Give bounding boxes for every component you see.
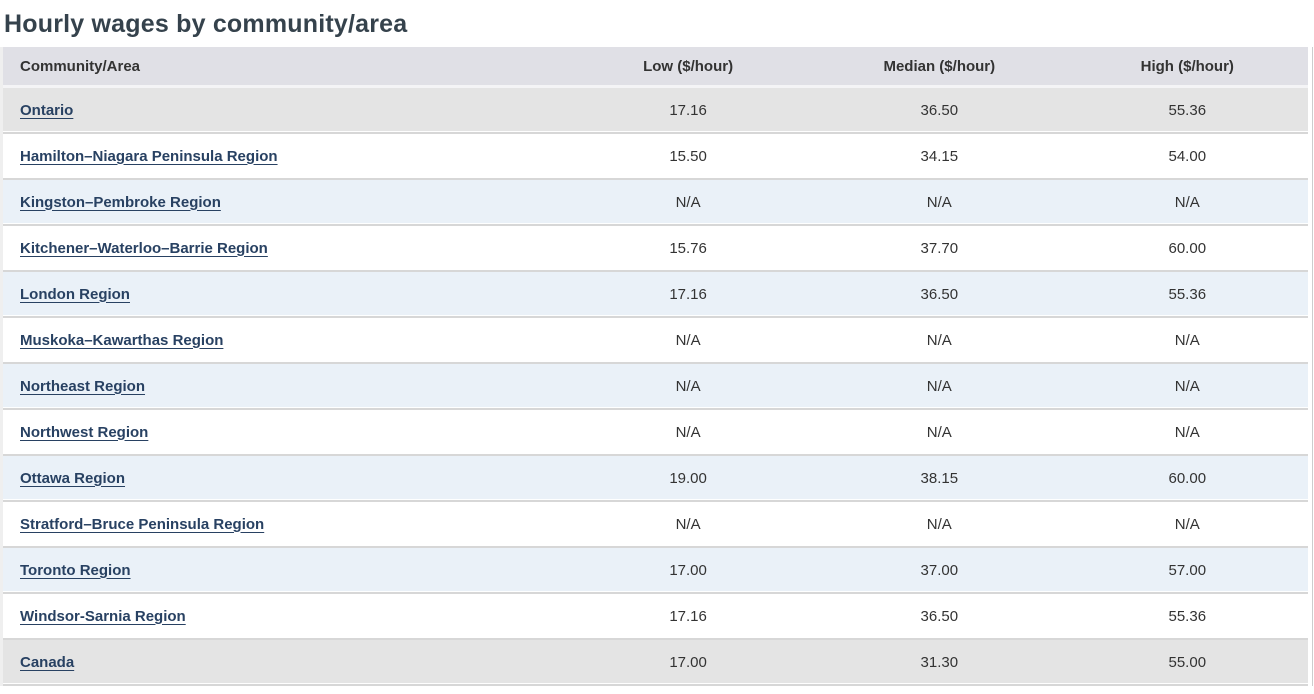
- region-link[interactable]: London Region: [20, 285, 130, 303]
- page-title: Hourly wages by community/area: [4, 10, 408, 38]
- table-row: Muskoka–Kawarthas Region N/A N/A N/A: [3, 317, 1308, 364]
- region-link[interactable]: Stratford–Bruce Peninsula Region: [20, 515, 265, 533]
- community-cell: Kitchener–Waterloo–Barrie Region: [3, 225, 565, 272]
- median-wage-cell: 37.00: [812, 547, 1067, 594]
- column-header-low: Low ($/hour): [564, 47, 813, 88]
- low-wage-cell: 17.00: [564, 639, 813, 686]
- low-wage-cell: 17.16: [564, 271, 813, 318]
- low-wage-cell: N/A: [564, 179, 813, 226]
- median-wage-cell: 31.30: [812, 639, 1067, 686]
- high-wage-cell: N/A: [1066, 409, 1308, 456]
- high-wage-cell: 60.00: [1066, 455, 1308, 502]
- community-cell: Toronto Region: [3, 547, 565, 594]
- community-cell: Hamilton–Niagara Peninsula Region: [3, 133, 565, 180]
- high-wage-cell: N/A: [1066, 363, 1308, 410]
- table-row: Hamilton–Niagara Peninsula Region 15.50 34…: [3, 133, 1308, 180]
- table-row: Northeast Region N/A N/A N/A: [3, 363, 1308, 410]
- table-row: Windsor-Sarnia Region 17.16 36.50 55.36: [3, 593, 1308, 640]
- region-link[interactable]: Northeast Region: [20, 377, 146, 395]
- median-wage-cell: 38.15: [812, 455, 1067, 502]
- region-link[interactable]: Toronto Region: [20, 561, 131, 579]
- median-wage-cell: N/A: [812, 179, 1067, 226]
- table-row: London Region 17.16 36.50 55.36: [3, 271, 1308, 318]
- high-wage-cell: N/A: [1066, 179, 1308, 226]
- region-link[interactable]: Windsor-Sarnia Region: [20, 607, 186, 625]
- median-wage-cell: N/A: [812, 409, 1067, 456]
- low-wage-cell: N/A: [564, 317, 813, 364]
- header-row: Community/Area Low ($/hour) Median ($/ho…: [3, 47, 1308, 88]
- region-link[interactable]: Northwest Region: [20, 423, 149, 441]
- community-cell: Northeast Region: [3, 363, 565, 410]
- median-wage-cell: 34.15: [812, 133, 1067, 180]
- high-wage-cell: 54.00: [1066, 133, 1308, 180]
- table-row: Canada 17.00 31.30 55.00: [3, 639, 1308, 686]
- region-link[interactable]: Muskoka–Kawarthas Region: [20, 331, 224, 349]
- community-cell: Kingston–Pembroke Region: [3, 179, 565, 226]
- region-link[interactable]: Kingston–Pembroke Region: [20, 193, 221, 211]
- column-header-high: High ($/hour): [1066, 47, 1308, 88]
- high-wage-cell: 55.36: [1066, 271, 1308, 318]
- high-wage-cell: 60.00: [1066, 225, 1308, 272]
- column-header-median: Median ($/hour): [812, 47, 1067, 88]
- community-cell: Stratford–Bruce Peninsula Region: [3, 501, 565, 548]
- low-wage-cell: 17.16: [564, 86, 813, 134]
- table-row: Kingston–Pembroke Region N/A N/A N/A: [3, 179, 1308, 226]
- community-cell: Ontario: [3, 86, 565, 134]
- region-link[interactable]: Hamilton–Niagara Peninsula Region: [20, 147, 278, 165]
- wages-table-container: Community/Area Low ($/hour) Median ($/ho…: [0, 47, 1308, 686]
- median-wage-cell: 37.70: [812, 225, 1067, 272]
- low-wage-cell: 15.76: [564, 225, 813, 272]
- median-wage-cell: N/A: [812, 363, 1067, 410]
- community-cell: Muskoka–Kawarthas Region: [3, 317, 565, 364]
- low-wage-cell: 17.16: [564, 593, 813, 640]
- region-link[interactable]: Kitchener–Waterloo–Barrie Region: [20, 239, 268, 257]
- high-wage-cell: 55.36: [1066, 86, 1308, 134]
- median-wage-cell: 36.50: [812, 593, 1067, 640]
- low-wage-cell: 17.00: [564, 547, 813, 594]
- table-row: Toronto Region 17.00 37.00 57.00: [3, 547, 1308, 594]
- table-row: Kitchener–Waterloo–Barrie Region 15.76 37.…: [3, 225, 1308, 272]
- table-row: Ontario 17.16 36.50 55.36: [3, 86, 1308, 134]
- high-wage-cell: 55.00: [1066, 639, 1308, 686]
- median-wage-cell: N/A: [812, 317, 1067, 364]
- median-wage-cell: N/A: [812, 501, 1067, 548]
- table-row: Northwest Region N/A N/A N/A: [3, 409, 1308, 456]
- column-header-community: Community/Area: [3, 47, 565, 88]
- low-wage-cell: 15.50: [564, 133, 813, 180]
- median-wage-cell: 36.50: [812, 86, 1067, 134]
- wages-table-body: Ontario 17.16 36.50 55.36 Hamilton–Niagara P…: [3, 86, 1308, 686]
- region-link[interactable]: Canada: [20, 653, 75, 671]
- high-wage-cell: N/A: [1066, 317, 1308, 364]
- median-wage-cell: 36.50: [812, 271, 1067, 318]
- high-wage-cell: 57.00: [1066, 547, 1308, 594]
- community-cell: Ottawa Region: [3, 455, 565, 502]
- community-cell: Windsor-Sarnia Region: [3, 593, 565, 640]
- community-cell: Northwest Region: [3, 409, 565, 456]
- low-wage-cell: N/A: [564, 363, 813, 410]
- wages-table-header: Community/Area Low ($/hour) Median ($/ho…: [3, 47, 1308, 88]
- community-cell: London Region: [3, 271, 565, 318]
- low-wage-cell: N/A: [564, 409, 813, 456]
- low-wage-cell: N/A: [564, 501, 813, 548]
- region-link[interactable]: Ottawa Region: [20, 469, 126, 487]
- low-wage-cell: 19.00: [564, 455, 813, 502]
- table-row: Stratford–Bruce Peninsula Region N/A N/A N/…: [3, 501, 1308, 548]
- high-wage-cell: 55.36: [1066, 593, 1308, 640]
- table-row: Ottawa Region 19.00 38.15 60.00: [3, 455, 1308, 502]
- wages-table: Community/Area Low ($/hour) Median ($/ho…: [3, 47, 1308, 686]
- community-cell: Canada: [3, 639, 565, 686]
- high-wage-cell: N/A: [1066, 501, 1308, 548]
- region-link[interactable]: Ontario: [20, 101, 74, 119]
